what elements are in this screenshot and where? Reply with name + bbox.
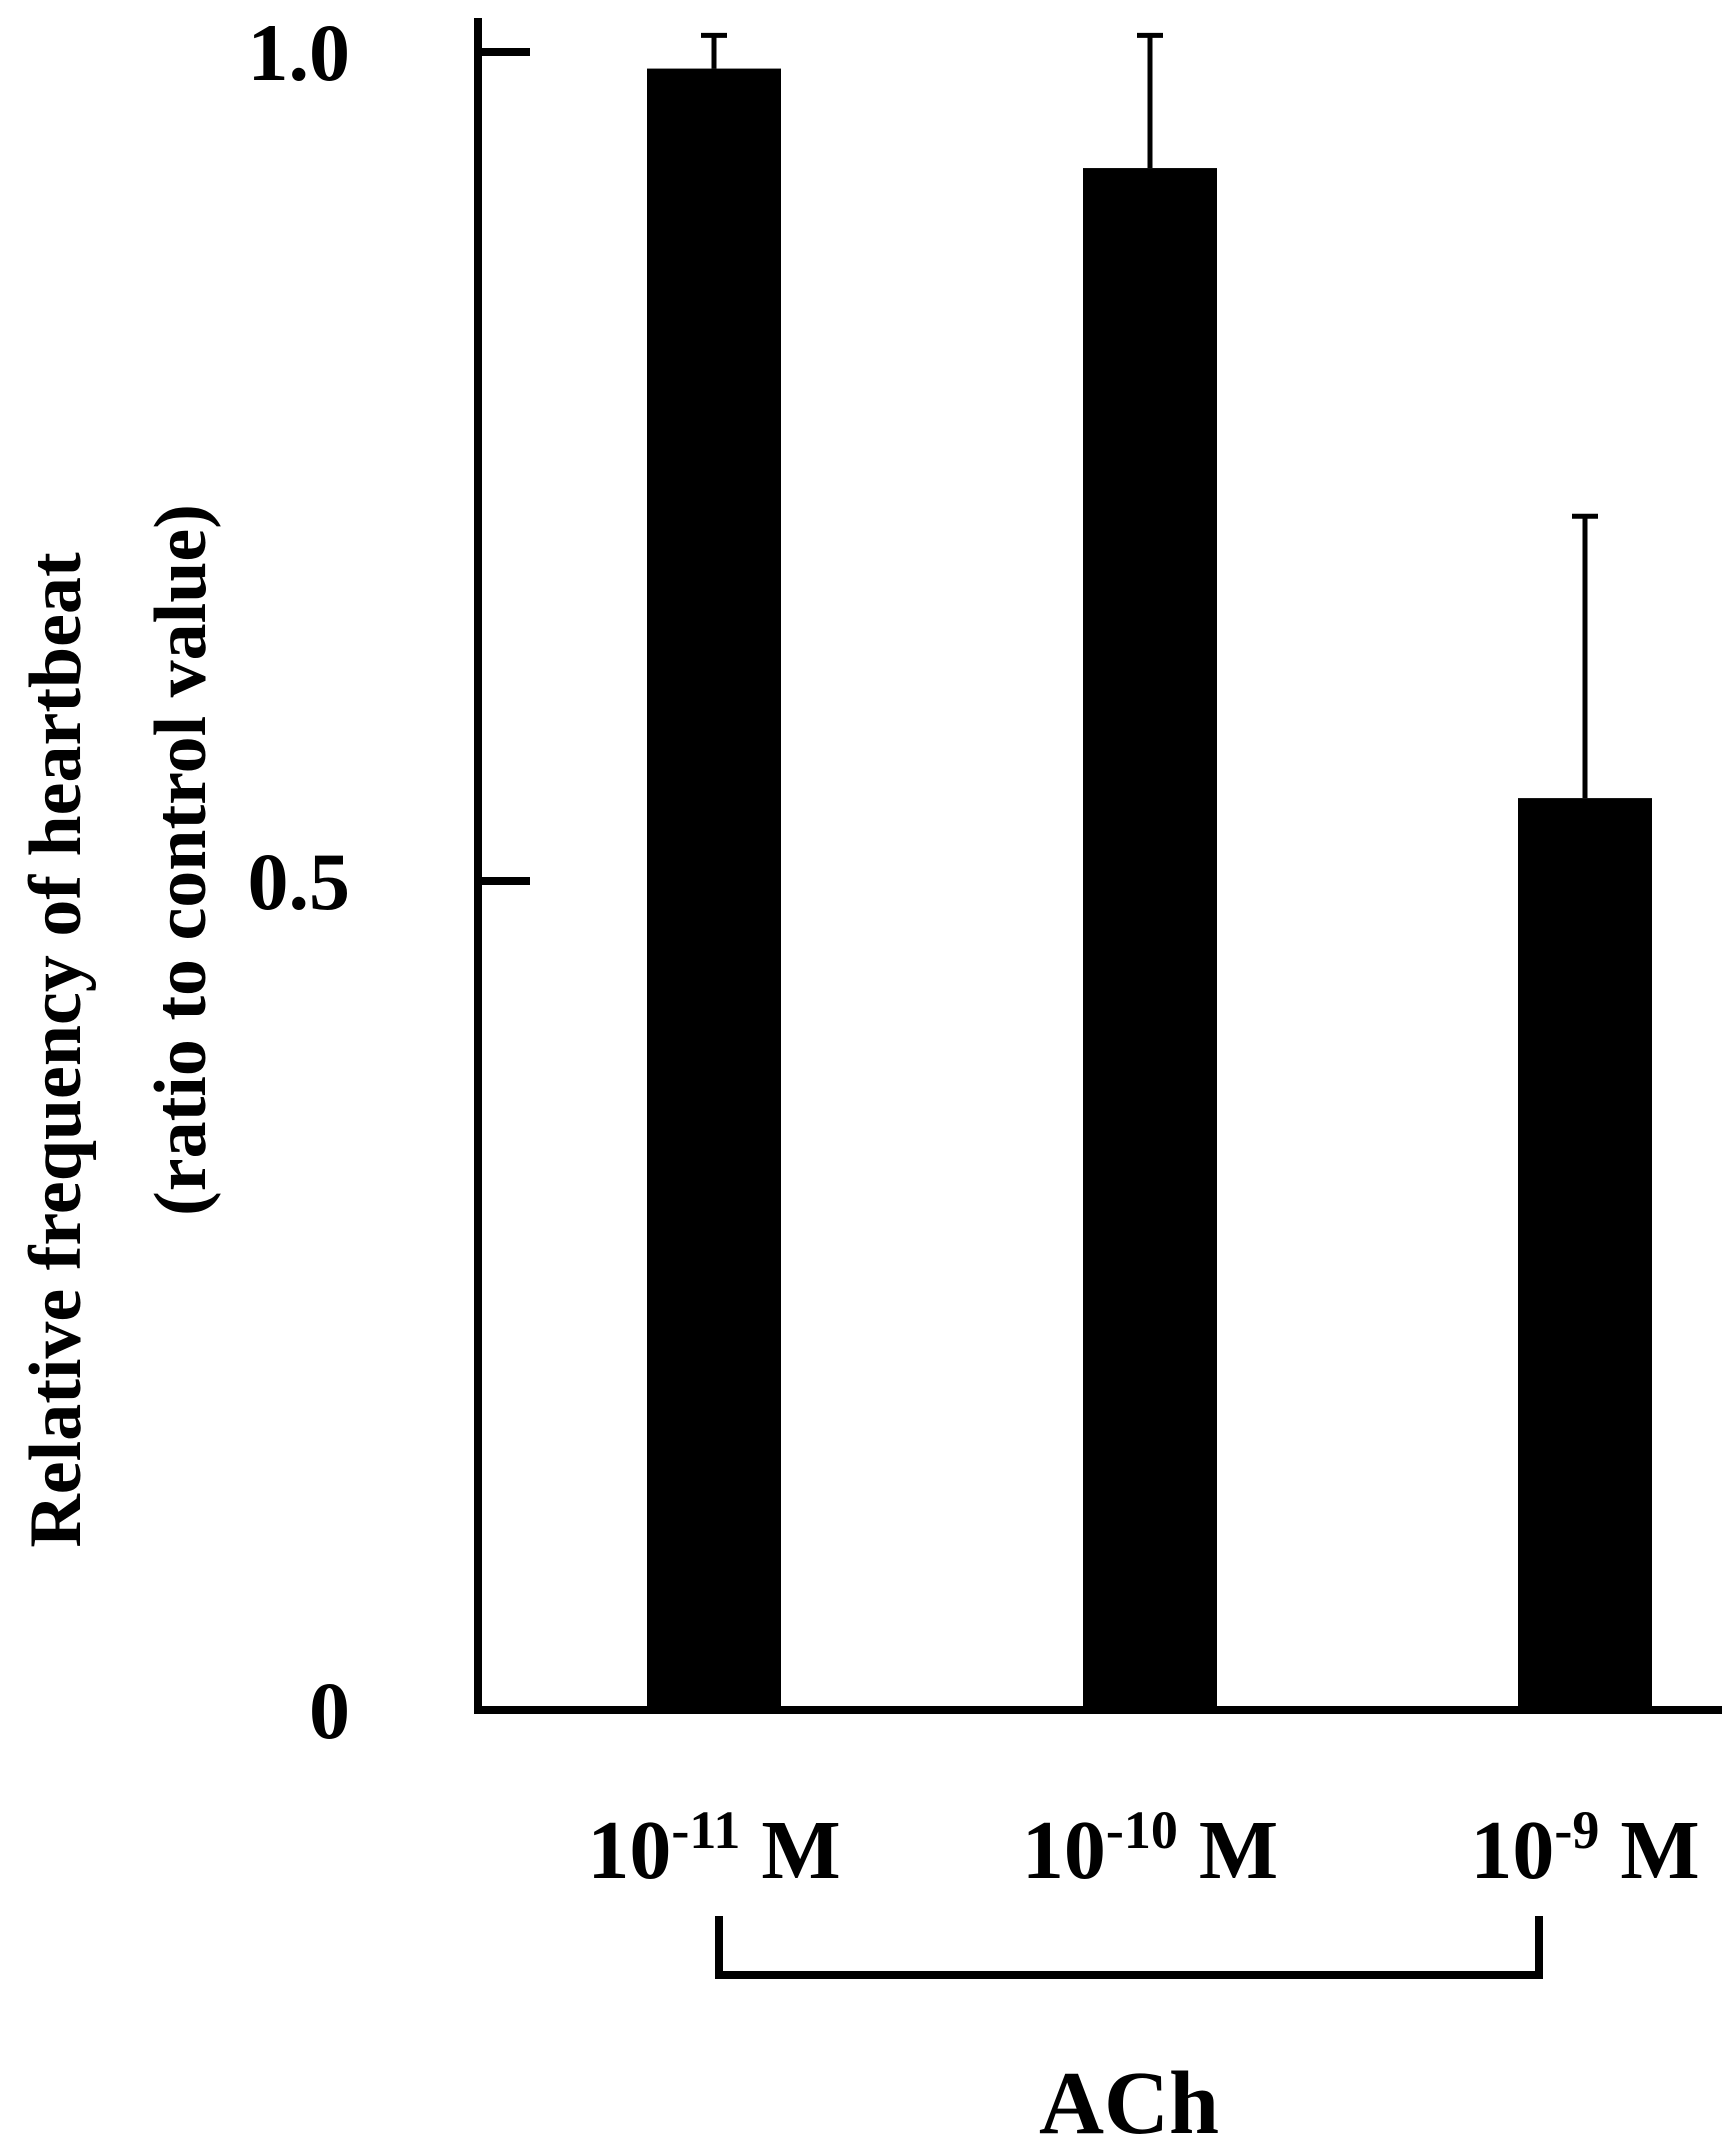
group-bracket: ACh [715,1916,1543,2143]
group-bracket-line [715,1916,1543,1979]
y-axis-title: Relative frequency of heartbeat (ratio t… [15,504,222,1548]
y-tick-label: 0 [309,1665,350,1756]
x-categories-group: 10-11 M 10-10 M 10-9 M [587,1800,1699,1897]
bars-group [647,68,1652,1711]
y-tick-label: 1.0 [248,7,351,98]
bar-1 [647,68,781,1711]
y-ticks-group: 0 0.5 1.0 [248,7,530,1756]
y-tick-label: 0.5 [248,836,351,927]
bar-2 [1083,168,1217,1710]
bar-3 [1518,798,1652,1710]
group-label: ACh [1039,2054,1219,2143]
y-axis-title-line-1: Relative frequency of heartbeat [15,552,97,1548]
x-category-label-1: 10-11 M [587,1800,840,1897]
y-axis-title-line-2: (ratio to control value) [140,504,222,1216]
axes-group [474,18,1722,1714]
x-category-label-3: 10-9 M [1470,1800,1699,1897]
error-bars-group [701,32,1598,799]
x-category-label-2: 10-10 M [1022,1800,1278,1897]
